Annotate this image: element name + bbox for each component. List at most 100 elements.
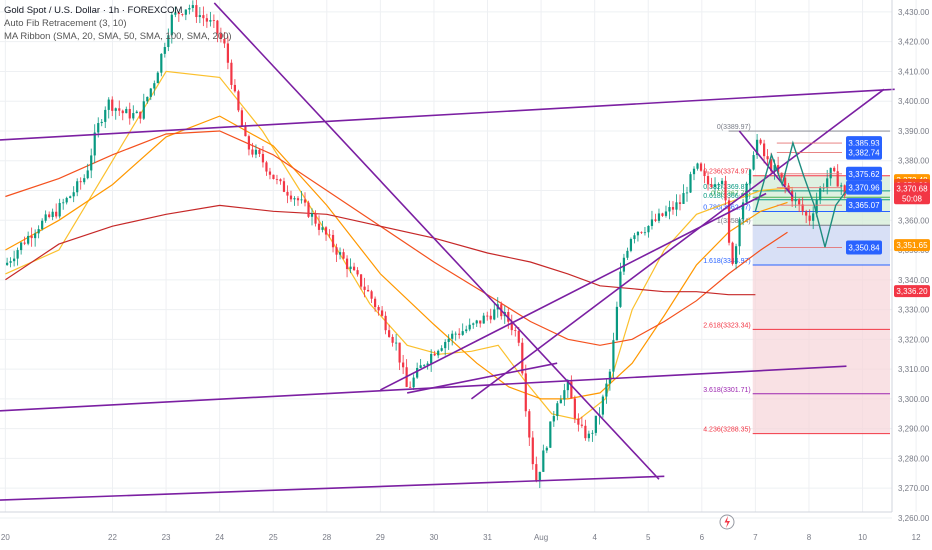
fib-indicator-label[interactable]: Auto Fib Retracement (3, 10) bbox=[4, 18, 127, 29]
price-axis[interactable]: 3,260.00 3,270.00 3,280.00 3,290.00 3,300.00… bbox=[891, 0, 930, 523]
candle-body bbox=[153, 83, 156, 89]
trendline bbox=[0, 475, 665, 501]
trendline bbox=[407, 362, 558, 394]
candle-body bbox=[48, 214, 51, 218]
trendlines[interactable] bbox=[0, 2, 895, 501]
trendline bbox=[738, 130, 794, 197]
target-price-label: 3,385.93 bbox=[848, 139, 880, 148]
candle-body bbox=[160, 53, 163, 73]
price-tick-label: 3,300.00 bbox=[898, 395, 930, 404]
candle-body bbox=[454, 333, 457, 335]
candle-body bbox=[752, 155, 755, 170]
candle-body bbox=[444, 341, 447, 349]
candle-body bbox=[594, 415, 597, 433]
target-price-label: 3,375.62 bbox=[848, 170, 880, 179]
chart-legend: Gold Spot / U.S. Dollar · 1h · FOREXCOM … bbox=[4, 4, 232, 43]
lightning-glyph bbox=[724, 516, 730, 528]
candle-body bbox=[475, 320, 478, 324]
candle-body bbox=[433, 353, 436, 356]
ma-indicator-label[interactable]: MA Ribbon (SMA, 20, SMA, 50, SMA, 100, S… bbox=[4, 31, 232, 42]
candle-body bbox=[570, 381, 573, 399]
candle-body bbox=[9, 261, 12, 263]
time-tick-label: 28 bbox=[322, 533, 331, 542]
price-tick-label: 3,340.00 bbox=[898, 276, 930, 285]
time-tick-label: 31 bbox=[483, 533, 492, 542]
candle-body bbox=[636, 231, 640, 236]
candle-body bbox=[37, 229, 40, 234]
price-tag bbox=[894, 239, 930, 252]
candle-body bbox=[605, 383, 608, 397]
trendline bbox=[213, 2, 660, 480]
candle-body bbox=[657, 213, 661, 221]
time-tick-label: 12 bbox=[912, 533, 921, 542]
candle-body bbox=[521, 342, 524, 374]
candle-body bbox=[181, 14, 184, 15]
candle-body bbox=[6, 262, 9, 265]
time-tick-label: 30 bbox=[429, 533, 438, 542]
candle-body bbox=[724, 180, 727, 201]
projection[interactable]: 3,385.933,382.74 3,375.62 3,370.96 3,365.07… bbox=[754, 136, 882, 255]
candle-body bbox=[398, 342, 401, 363]
candle-body bbox=[706, 176, 710, 185]
candle-body bbox=[486, 315, 489, 317]
candle-body bbox=[710, 184, 713, 187]
price-tick-label: 3,390.00 bbox=[898, 127, 930, 136]
candle-body bbox=[230, 62, 233, 85]
candle-body bbox=[13, 258, 16, 262]
candle-body bbox=[826, 178, 829, 188]
candle-body bbox=[402, 362, 405, 368]
candle-body bbox=[479, 320, 482, 324]
candle-body bbox=[86, 170, 89, 179]
candle-body bbox=[552, 416, 555, 422]
candle-body bbox=[373, 298, 377, 308]
price-tick-label: 3,410.00 bbox=[898, 67, 930, 76]
candle-body bbox=[566, 381, 569, 391]
candle-body bbox=[622, 257, 626, 272]
price-tag-label: 3,336.20 bbox=[896, 287, 928, 296]
candle-body bbox=[612, 340, 615, 372]
price-tick-label: 3,430.00 bbox=[898, 8, 930, 17]
candle-body bbox=[314, 213, 317, 224]
candle-body bbox=[412, 377, 415, 388]
candle-body bbox=[83, 178, 86, 183]
candle-body bbox=[559, 399, 562, 404]
fib-level-label: 3.618(3301.71) bbox=[703, 387, 750, 394]
candle-body bbox=[125, 108, 128, 114]
candle-body bbox=[493, 309, 496, 320]
time-axis[interactable]: 20 22 23 24 25 28 29 30 31 Aug 4 5 6 7 8 10 12 bbox=[0, 511, 921, 542]
candle-body bbox=[426, 363, 429, 366]
price-tag-label: 3,351.65 bbox=[896, 241, 928, 250]
candle-body bbox=[763, 143, 766, 157]
price-tag bbox=[894, 285, 930, 298]
candle-body bbox=[209, 20, 212, 22]
fib-level-label: 0.236(3374.97) bbox=[703, 169, 750, 176]
candle-body bbox=[822, 187, 825, 189]
price-tag bbox=[894, 192, 930, 205]
target-price-tag bbox=[846, 240, 882, 255]
candle-body bbox=[366, 289, 370, 292]
candle-body bbox=[104, 109, 107, 122]
ma-line bbox=[5, 70, 793, 421]
candle-body bbox=[819, 188, 822, 201]
candle-body bbox=[76, 181, 79, 193]
candle-body bbox=[97, 123, 100, 133]
candle-body bbox=[170, 14, 173, 36]
candle-body bbox=[647, 225, 650, 233]
symbol-title[interactable]: Gold Spot / U.S. Dollar · 1h · FOREXCOM bbox=[4, 5, 183, 16]
price-tick-label: 3,420.00 bbox=[898, 38, 930, 47]
candle-body bbox=[815, 200, 818, 214]
price-tick-label: 3,260.00 bbox=[898, 514, 930, 523]
candle-body bbox=[30, 235, 33, 239]
candle-body bbox=[440, 348, 443, 351]
candle-body bbox=[20, 242, 23, 251]
candle-body bbox=[640, 231, 643, 233]
candle-body bbox=[16, 250, 19, 259]
candle-body bbox=[370, 291, 373, 299]
event-marker[interactable] bbox=[719, 514, 735, 530]
fib-level-label: 2.618(3323.34) bbox=[703, 322, 750, 329]
candle-body bbox=[237, 91, 240, 111]
price-tick-label: 3,400.00 bbox=[898, 97, 930, 106]
time-tick-label: 22 bbox=[108, 533, 117, 542]
fib-level-label: 4.236(3288.35) bbox=[703, 427, 750, 434]
